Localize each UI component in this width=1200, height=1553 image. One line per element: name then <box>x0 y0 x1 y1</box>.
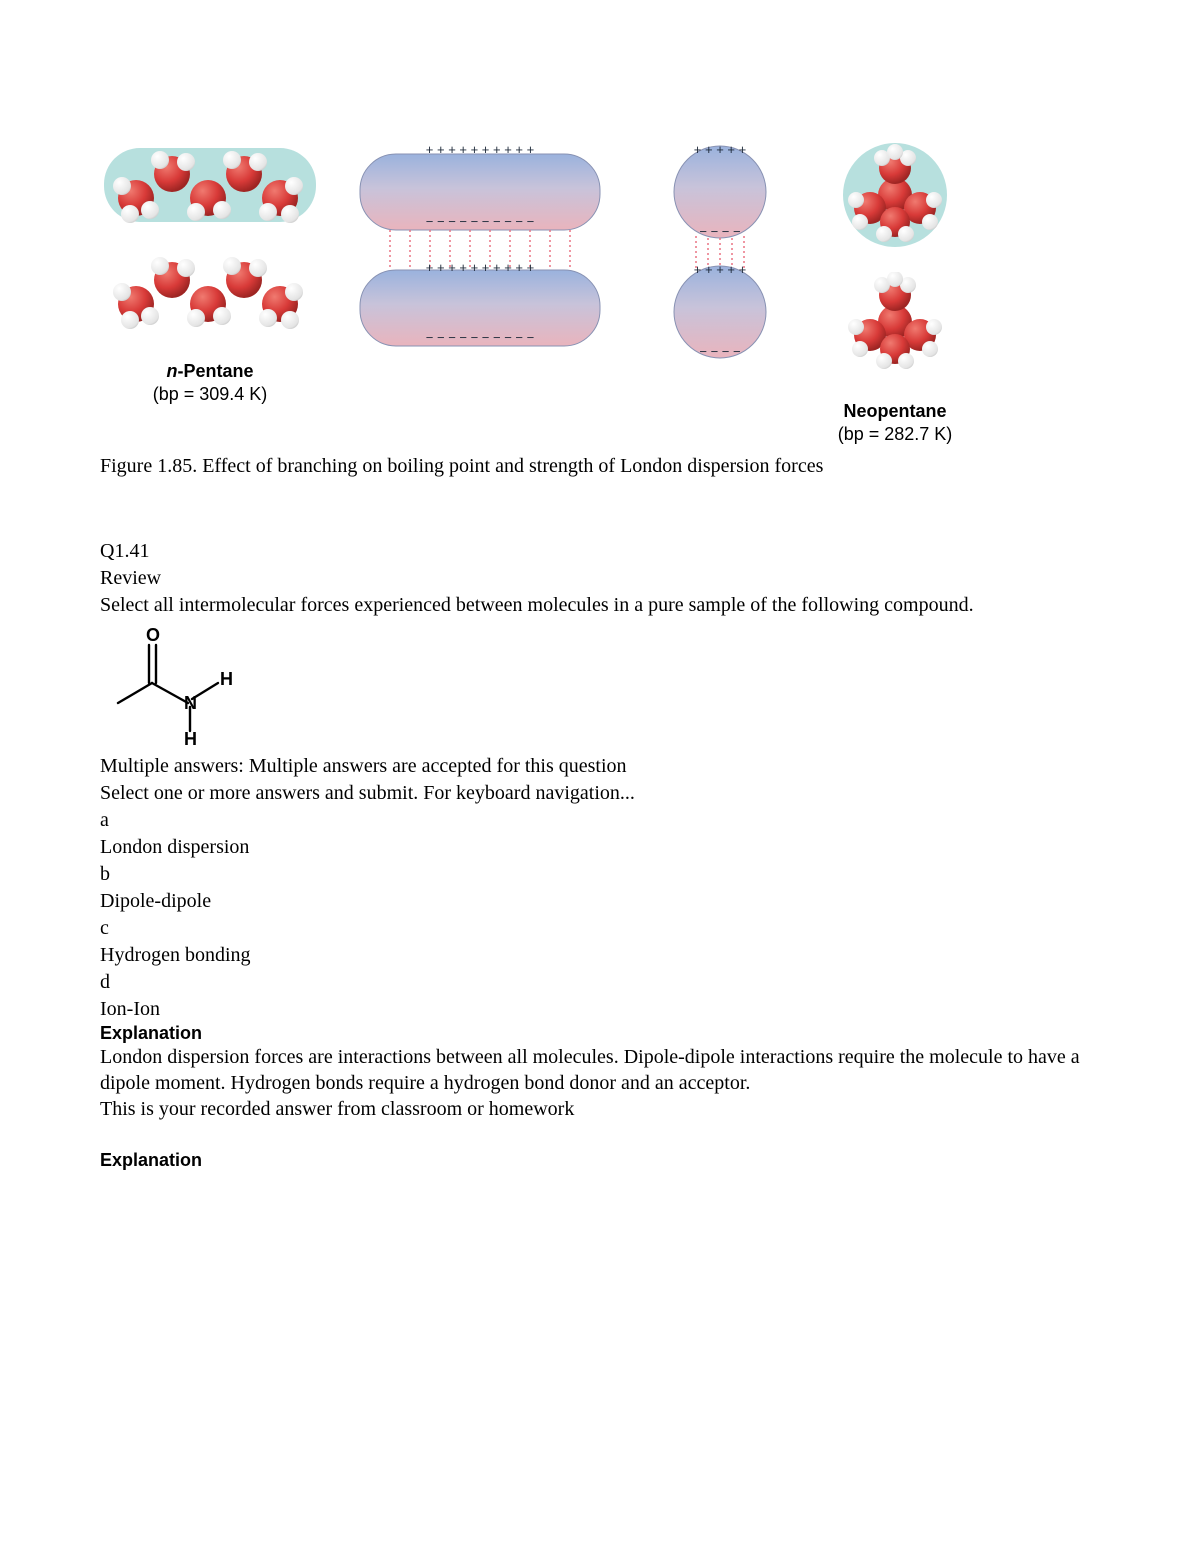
neopentane-top-molecule <box>830 140 960 250</box>
elongated-dipole-column: + + + + + + + + + + − − − − − − − − − − <box>350 140 610 364</box>
npentane-bottom-molecule <box>100 252 320 332</box>
option-d-letter[interactable]: d <box>100 969 1100 996</box>
question-number: Q1.41 <box>100 538 1100 565</box>
sphere-bot-neg: − − − − <box>699 344 740 359</box>
figure-caption: Figure 1.85. Effect of branching on boil… <box>100 455 1100 478</box>
bot-positive-charges: + + + + + + + + + + <box>426 260 534 275</box>
elongated-dipole-diagram: + + + + + + + + + + − − − − − − − − − − <box>350 144 610 364</box>
amide-structure: O N H H <box>110 625 250 745</box>
atom-N: N <box>184 693 197 713</box>
question-block: Q1.41 Review Select all intermolecular f… <box>100 538 1100 1171</box>
sphere-bot-pos: + + + + + <box>694 262 746 277</box>
select-hint: Select one or more answers and submit. F… <box>100 780 1100 807</box>
atom-H-right: H <box>220 669 233 689</box>
neopentane-column: Neopentane (bp = 282.7 K) <box>830 140 960 445</box>
option-c-letter[interactable]: c <box>100 915 1100 942</box>
option-b-text[interactable]: Dipole-dipole <box>100 888 1100 915</box>
explanation-heading-2: Explanation <box>100 1150 1100 1171</box>
top-positive-charges: + + + + + + + + + + <box>426 144 534 157</box>
sphere-top-pos: + + + + + <box>694 144 746 157</box>
neopentane-label: Neopentane (bp = 282.7 K) <box>838 400 953 445</box>
atom-O: O <box>146 625 160 645</box>
figure-row: n-Pentane (bp = 309.4 K) + + + + + + + +… <box>100 140 1100 445</box>
sphere-top-neg: − − − − <box>699 224 740 239</box>
option-a-letter[interactable]: a <box>100 807 1100 834</box>
document-page: n-Pentane (bp = 309.4 K) + + + + + + + +… <box>0 0 1200 1553</box>
question-prompt: Select all intermolecular forces experie… <box>100 592 1100 619</box>
option-c-text[interactable]: Hydrogen bonding <box>100 942 1100 969</box>
compact-dipole-column: + + + + + − − − − + + + + + − − − − <box>640 140 800 364</box>
atom-H-bottom: H <box>184 729 197 745</box>
bot-negative-charges: − − − − − − − − − − <box>426 330 534 345</box>
explanation-body: London dispersion forces are interaction… <box>100 1044 1100 1096</box>
npentane-label: n-Pentane (bp = 309.4 K) <box>153 360 268 405</box>
npentane-column: n-Pentane (bp = 309.4 K) <box>100 140 320 405</box>
explanation-heading: Explanation <box>100 1023 1100 1044</box>
npentane-top-molecule <box>100 140 320 230</box>
option-d-text[interactable]: Ion-Ion <box>100 996 1100 1023</box>
multiple-answers-hint: Multiple answers: Multiple answers are a… <box>100 753 1100 780</box>
recorded-answer-line: This is your recorded answer from classr… <box>100 1096 1100 1122</box>
option-b-letter[interactable]: b <box>100 861 1100 888</box>
top-negative-charges: − − − − − − − − − − <box>426 214 534 229</box>
review-label: Review <box>100 565 1100 592</box>
option-a-text[interactable]: London dispersion <box>100 834 1100 861</box>
compact-dipole-diagram: + + + + + − − − − + + + + + − − − − <box>640 144 800 364</box>
neopentane-bottom-molecule <box>830 272 960 372</box>
